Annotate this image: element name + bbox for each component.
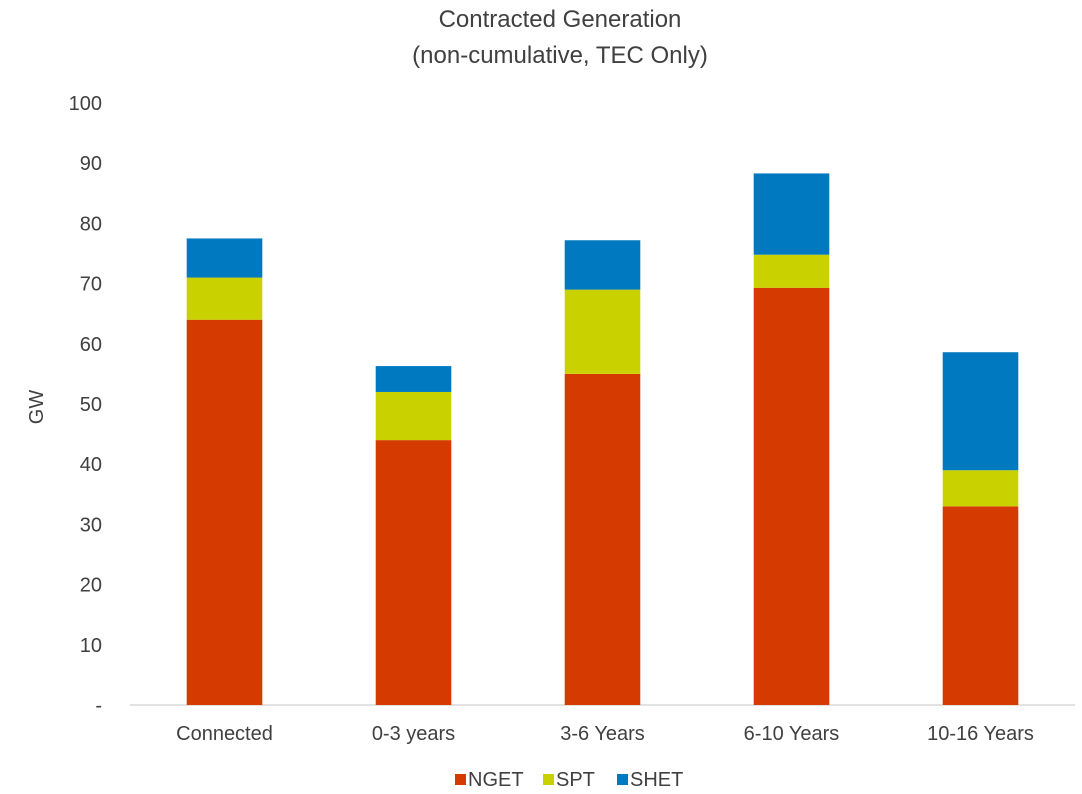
bar-segment-spt bbox=[375, 391, 452, 441]
bar-segment-spt bbox=[564, 289, 641, 374]
bar-segment-nget bbox=[375, 440, 452, 705]
bars-group bbox=[186, 173, 1019, 705]
legend: NGET SPT SHET bbox=[455, 769, 683, 791]
bar-segment-nget bbox=[753, 287, 830, 705]
y-axis-ticks: - 10 20 30 40 50 60 70 80 90 100 bbox=[69, 93, 102, 717]
x-tick-label: 10-16 Years bbox=[927, 723, 1034, 745]
y-tick-label: 40 bbox=[80, 454, 102, 476]
legend-label-spt: SPT bbox=[556, 769, 595, 791]
y-tick-label: 30 bbox=[80, 514, 102, 536]
bar-segment-shet bbox=[564, 240, 641, 290]
y-tick-label: 90 bbox=[80, 153, 102, 175]
y-tick-label: 50 bbox=[80, 394, 102, 416]
chart-title: Contracted Generation bbox=[439, 6, 682, 33]
bar-segment-shet bbox=[186, 238, 263, 278]
chart-subtitle: (non-cumulative, TEC Only) bbox=[412, 42, 708, 69]
y-tick-label: - bbox=[95, 695, 102, 717]
bar-segment-spt bbox=[753, 254, 830, 288]
bar-segment-nget bbox=[186, 319, 263, 705]
x-tick-label: 0-3 years bbox=[372, 723, 455, 745]
legend-label-shet: SHET bbox=[630, 769, 683, 791]
legend-label-nget: NGET bbox=[468, 769, 524, 791]
y-tick-label: 100 bbox=[69, 93, 102, 115]
y-tick-label: 70 bbox=[80, 274, 102, 296]
bar-segment-spt bbox=[186, 277, 263, 320]
y-tick-label: 60 bbox=[80, 334, 102, 356]
x-tick-label: 6-10 Years bbox=[744, 723, 840, 745]
legend-swatch-shet bbox=[617, 774, 628, 785]
bar-segment-nget bbox=[564, 373, 641, 705]
bar-segment-nget bbox=[942, 506, 1019, 705]
bar-segment-spt bbox=[942, 470, 1019, 507]
legend-swatch-spt bbox=[543, 774, 554, 785]
y-tick-label: 20 bbox=[80, 575, 102, 597]
x-axis-ticks: Connected 0-3 years 3-6 Years 6-10 Years 10-… bbox=[176, 723, 1034, 745]
x-tick-label: 3-6 Years bbox=[560, 723, 645, 745]
y-tick-label: 80 bbox=[80, 213, 102, 235]
bar-segment-shet bbox=[753, 173, 830, 255]
legend-swatch-nget bbox=[455, 774, 466, 785]
y-tick-label: 10 bbox=[80, 635, 102, 657]
y-axis-title: GW bbox=[26, 390, 48, 425]
bar-segment-shet bbox=[942, 352, 1019, 471]
x-tick-label: Connected bbox=[176, 723, 273, 745]
bar-segment-shet bbox=[375, 366, 452, 392]
